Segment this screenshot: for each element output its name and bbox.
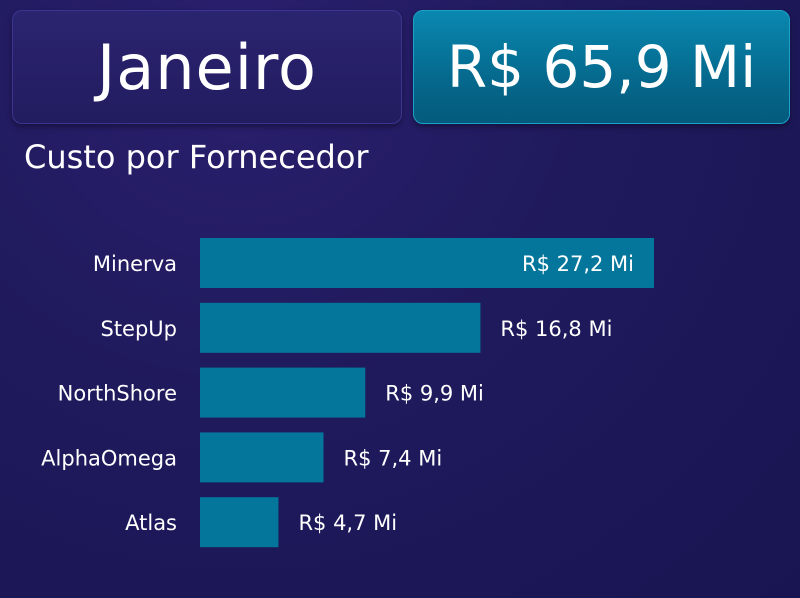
- chart-title: Custo por Fornecedor: [24, 138, 369, 176]
- bar-northshore: [200, 367, 366, 418]
- category-label: NorthShore: [58, 382, 177, 406]
- bar-minerva: [200, 238, 654, 288]
- month-label: Janeiro: [96, 30, 317, 104]
- value-label: R$ 9,9 Mi: [385, 382, 484, 406]
- value-label: R$ 27,2 Mi: [522, 252, 634, 276]
- value-label: R$ 16,8 Mi: [500, 317, 612, 341]
- total-cost-card: R$ 65,9 Mi: [413, 10, 790, 124]
- category-label: AlphaOmega: [41, 446, 177, 470]
- total-cost-value: R$ 65,9 Mi: [446, 33, 757, 101]
- month-card: Janeiro: [12, 10, 402, 124]
- category-label: Minerva: [93, 252, 177, 276]
- bar-alphaomega: [200, 432, 324, 483]
- value-label: R$ 4,7 Mi: [298, 511, 397, 535]
- value-label: R$ 7,4 Mi: [344, 446, 443, 470]
- category-label: StepUp: [100, 317, 177, 341]
- bar-atlas: [200, 497, 279, 548]
- category-label: Atlas: [125, 511, 177, 535]
- bar-stepup: [200, 302, 481, 353]
